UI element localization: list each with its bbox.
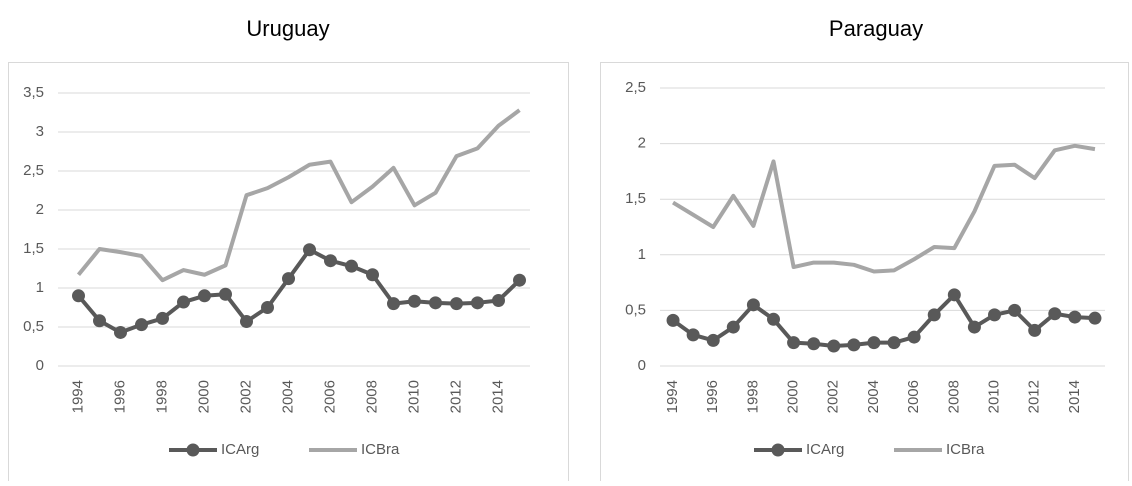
y-tick-label: 2 (638, 135, 646, 152)
x-tick-label: 1998 (153, 380, 170, 413)
y-tick-label: 0,5 (23, 318, 44, 335)
x-tick-label: 2002 (237, 380, 254, 413)
data-point (513, 273, 526, 287)
legend-label: ICArg (806, 441, 844, 458)
chart-title: Paraguay (829, 16, 923, 41)
y-tick-label: 1 (36, 279, 44, 296)
data-point (907, 330, 921, 344)
series-line (672, 143, 1096, 274)
data-point (887, 336, 901, 350)
data-point (1068, 310, 1082, 324)
data-point (967, 320, 981, 334)
data-point (114, 325, 127, 339)
data-point (1088, 311, 1102, 325)
data-point (429, 296, 442, 310)
y-tick-label: 2 (36, 201, 44, 218)
data-point (767, 312, 780, 326)
data-point (135, 318, 148, 332)
data-point (492, 293, 505, 307)
y-tick-label: 3 (36, 123, 44, 140)
x-tick-label: 2012 (1026, 380, 1043, 413)
x-tick-label: 2000 (195, 380, 212, 413)
y-tick-label: 1 (638, 246, 646, 263)
data-point (261, 301, 274, 314)
chart-title: Uruguay (246, 16, 329, 41)
data-point (366, 268, 379, 282)
legend-label: ICBra (946, 441, 985, 458)
legend-marker (771, 443, 785, 457)
y-tick-label: 2,5 (625, 79, 646, 96)
x-tick-label: 2014 (489, 380, 506, 413)
data-point (198, 289, 211, 303)
y-tick-label: 0 (638, 357, 646, 374)
data-point (387, 297, 400, 311)
data-point (686, 328, 700, 342)
data-point (303, 243, 316, 257)
data-point (156, 311, 169, 325)
x-tick-label: 2014 (1066, 380, 1083, 413)
data-point (706, 333, 720, 347)
data-point (177, 295, 190, 309)
data-point (471, 296, 484, 310)
x-tick-label: 2006 (905, 380, 922, 413)
data-point (282, 272, 295, 286)
data-point (726, 320, 740, 334)
x-tick-label: 1994 (69, 380, 86, 413)
data-point (666, 313, 680, 327)
x-tick-label: 1994 (664, 380, 681, 413)
x-tick-label: 2002 (825, 380, 842, 413)
x-tick-label: 2006 (321, 380, 338, 413)
x-tick-label: 2010 (405, 380, 422, 413)
panel-border (8, 62, 569, 486)
data-point (827, 339, 841, 353)
series-line (76, 108, 521, 283)
data-point (1028, 323, 1042, 337)
panel-border (600, 62, 1129, 486)
data-point (947, 288, 961, 302)
data-point (867, 336, 881, 350)
data-point (927, 308, 941, 322)
data-point (345, 259, 358, 273)
x-tick-label: 2004 (279, 380, 296, 413)
x-tick-label: 1996 (111, 380, 128, 413)
x-tick-label: 2008 (363, 380, 380, 413)
data-point (408, 294, 421, 308)
x-tick-label: 2012 (447, 380, 464, 413)
data-point (324, 254, 337, 268)
x-tick-label: 1996 (704, 380, 721, 413)
data-point (847, 338, 861, 352)
x-tick-label: 2004 (865, 380, 882, 413)
data-point (746, 298, 760, 312)
data-point (787, 336, 801, 350)
legend-label: ICBra (361, 441, 400, 458)
data-point (988, 308, 1001, 322)
data-point (1008, 303, 1022, 317)
y-tick-label: 0,5 (625, 301, 646, 318)
data-point (240, 315, 253, 329)
data-point (1048, 307, 1062, 321)
data-point (807, 337, 821, 351)
y-tick-label: 0 (36, 357, 44, 374)
x-tick-label: 1998 (744, 380, 761, 413)
legend-label: ICArg (221, 441, 259, 458)
data-point (219, 287, 232, 301)
series-line (76, 247, 521, 335)
data-point (93, 314, 106, 328)
y-tick-label: 1,5 (625, 190, 646, 207)
series-line (671, 292, 1096, 348)
x-tick-label: 2008 (945, 380, 962, 413)
x-tick-label: 2010 (985, 380, 1002, 413)
legend-marker (186, 443, 200, 457)
y-tick-label: 2,5 (23, 162, 44, 179)
y-tick-label: 1,5 (23, 240, 44, 257)
data-point (72, 289, 85, 303)
x-tick-label: 2000 (785, 380, 802, 413)
y-tick-label: 3,5 (23, 84, 44, 101)
data-point (450, 297, 463, 311)
